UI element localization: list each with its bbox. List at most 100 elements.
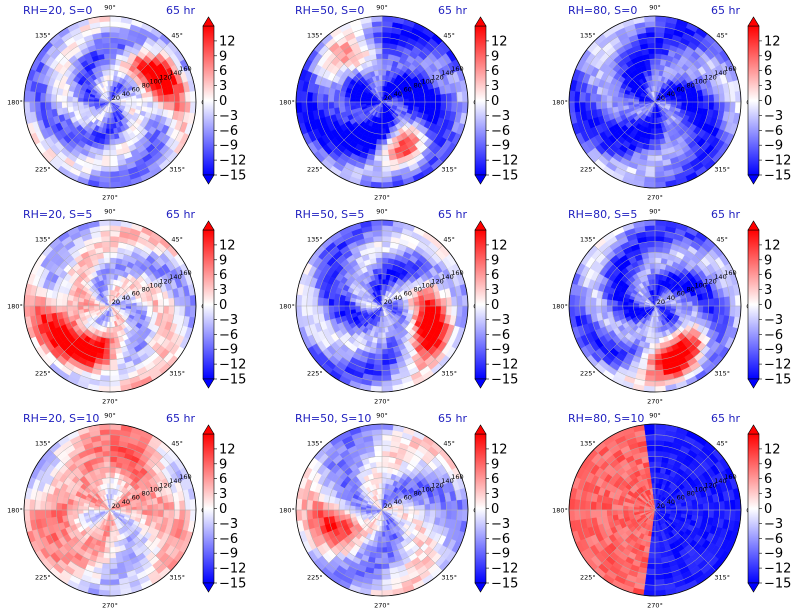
angle-tick-label: 90° xyxy=(376,208,388,216)
heat-cell xyxy=(456,91,463,103)
heat-cell xyxy=(606,101,613,109)
heat-cell xyxy=(451,295,458,307)
colorbar-tick-label: −12 xyxy=(491,358,518,373)
heat-cell xyxy=(381,31,392,39)
heat-cell xyxy=(381,69,387,76)
heat-cell xyxy=(627,98,634,103)
heat-cell xyxy=(381,139,388,146)
radius-tick-label: 20 xyxy=(112,298,120,306)
heat-cell xyxy=(601,94,608,103)
heat-cell xyxy=(419,101,426,108)
heat-cell xyxy=(647,252,656,259)
heat-cell xyxy=(676,305,683,310)
heat-cell xyxy=(654,37,664,44)
colorbar xyxy=(474,229,487,380)
heat-cell xyxy=(429,298,436,307)
heat-cell xyxy=(654,155,663,162)
angle-tick-label: 315° xyxy=(169,166,185,174)
heat-cell xyxy=(451,91,458,103)
heat-cell xyxy=(103,257,111,264)
panel-time: 65 hr xyxy=(711,4,740,17)
heat-cell xyxy=(152,305,159,313)
heat-cell xyxy=(729,101,736,113)
heat-cell xyxy=(375,144,383,151)
heat-cell xyxy=(333,305,340,313)
heat-cell xyxy=(372,165,383,173)
heat-cell xyxy=(372,31,383,39)
heat-cell xyxy=(34,295,41,307)
angle-tick-label: 45° xyxy=(443,31,455,39)
angle-tick-label: 225° xyxy=(580,166,596,174)
heat-cell xyxy=(451,305,458,317)
angle-tick-label: 90° xyxy=(649,4,661,12)
heat-cell xyxy=(451,101,458,113)
heat-cell xyxy=(644,21,656,28)
colorbar-tick-label: −3 xyxy=(764,109,783,124)
heat-cell xyxy=(681,305,688,311)
angle-tick-label: 225° xyxy=(35,370,51,378)
radius-tick-label: 60 xyxy=(677,290,685,298)
heat-cell xyxy=(102,48,111,55)
heat-cell xyxy=(381,268,388,275)
heat-cell xyxy=(650,332,656,339)
heat-cell xyxy=(708,305,715,314)
heat-cell xyxy=(646,241,656,248)
heat-cell xyxy=(109,273,115,280)
colorbar-tick-label: 0 xyxy=(219,298,227,313)
heat-cell xyxy=(66,300,73,307)
colorbar-tick-label: −6 xyxy=(491,328,510,343)
angle-tick-label: 315° xyxy=(714,370,730,378)
heat-cell xyxy=(56,305,63,314)
heat-cell xyxy=(375,348,383,355)
heat-cell xyxy=(381,348,389,355)
heat-cell xyxy=(100,369,111,377)
radius-tick-label: 60 xyxy=(404,290,412,298)
radius-tick-label: 60 xyxy=(132,86,140,94)
heat-cell xyxy=(349,301,356,307)
heat-cell xyxy=(157,298,164,307)
heat-cell xyxy=(338,96,345,103)
heat-cell xyxy=(102,42,111,49)
heat-cell xyxy=(440,101,447,111)
colorbar-tick-label: 12 xyxy=(491,34,508,49)
heat-cell xyxy=(131,101,138,106)
colorbar-tick-label: 6 xyxy=(219,268,227,283)
angle-tick-label: 180° xyxy=(552,303,568,311)
heat-cell xyxy=(647,48,656,55)
heat-cell xyxy=(50,298,57,307)
heat-cell xyxy=(106,327,111,334)
colorbar-tick-label: 3 xyxy=(764,283,772,298)
heat-cell xyxy=(654,21,666,28)
heat-cell xyxy=(29,101,36,113)
heat-cell xyxy=(595,101,602,110)
heat-cell xyxy=(306,305,313,317)
radius-tick-label: 20 xyxy=(112,94,120,102)
heat-cell xyxy=(354,98,361,103)
heat-cell xyxy=(56,298,63,307)
heat-cell xyxy=(595,305,602,314)
polar-panel: 0°45°90°135°180°225°270°315°204060801001… xyxy=(279,4,518,202)
heat-cell xyxy=(670,305,677,310)
heat-cell xyxy=(651,321,656,328)
radius-tick-label: 40 xyxy=(667,90,675,98)
colorbar-tick-label: −15 xyxy=(219,169,246,184)
heat-cell xyxy=(702,94,709,103)
heat-cell xyxy=(646,37,656,44)
heat-cell xyxy=(429,101,436,110)
heat-cell xyxy=(611,305,618,312)
heat-cell xyxy=(381,74,386,81)
heat-cell xyxy=(729,91,736,103)
colorbar-tick-label: −6 xyxy=(764,328,783,343)
heat-cell xyxy=(456,295,463,307)
colorbar-tick-label: −15 xyxy=(491,169,518,184)
heat-cell xyxy=(579,305,586,317)
heat-cell xyxy=(579,91,586,103)
heat-cell xyxy=(381,48,390,55)
heat-cell xyxy=(654,343,661,350)
heat-cell xyxy=(39,101,47,112)
heat-cell xyxy=(381,343,388,350)
heat-cell xyxy=(102,359,111,366)
heat-cell xyxy=(109,230,121,237)
heat-cell xyxy=(317,93,324,103)
heat-cell xyxy=(56,94,63,103)
